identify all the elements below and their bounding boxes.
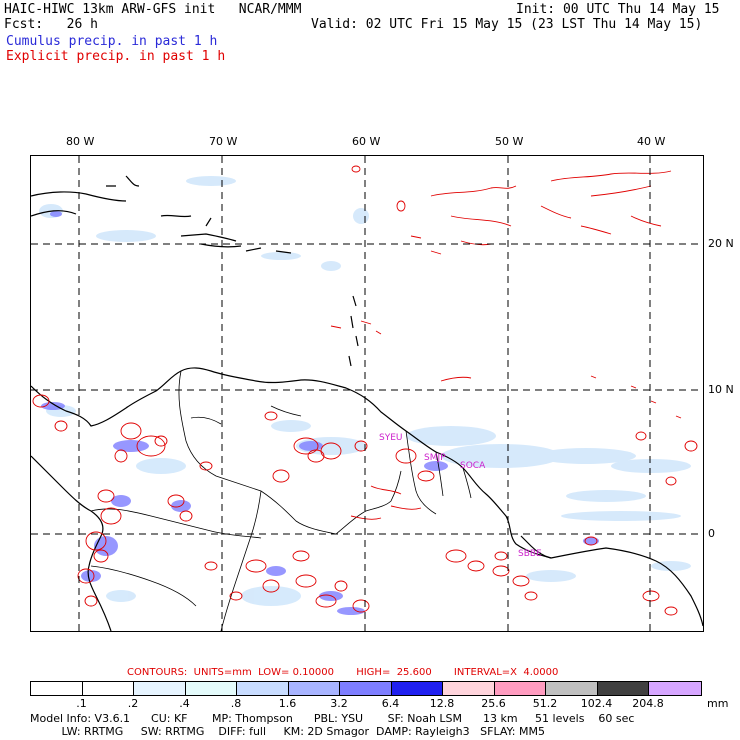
colorbar-swatch: [31, 682, 83, 695]
station-label-smjp: SMJP: [424, 453, 446, 463]
precip-map: SYEU SMJP SOCA SBBE: [30, 155, 704, 632]
lat-label-10n: 10 N: [708, 383, 734, 396]
colorbar-swatch: [597, 682, 649, 695]
explicit-legend-text: Explicit precip. in past 1 h: [6, 49, 226, 64]
colorbar-swatch: [237, 682, 289, 695]
colorbar-label: 102.4: [580, 697, 613, 710]
colorbar-swatch: [82, 682, 134, 695]
coastlines: [30, 175, 704, 632]
colorbar-swatch: [649, 682, 701, 695]
colorbar-swatch: [391, 682, 443, 695]
model-info-line1: Model Info: V3.6.1 CU: KF MP: Thompson P…: [30, 712, 635, 725]
colorbar-swatch: [340, 682, 392, 695]
colorbar-label: .1: [76, 697, 87, 710]
lon-label-50w: 50 W: [495, 135, 524, 148]
map-svg: [30, 156, 704, 632]
colorbar-swatch: [185, 682, 237, 695]
colorbar-label: 1.6: [278, 697, 297, 710]
graticule: [31, 156, 703, 631]
lon-label-40w: 40 W: [637, 135, 666, 148]
init-text: Init: 00 UTC Thu 14 May 15: [516, 2, 720, 17]
colorbar-label: 51.2: [532, 697, 558, 710]
station-label-syeu: SYEU: [379, 433, 403, 443]
colorbar-swatch: [288, 682, 340, 695]
lat-label-20n: 20 N: [708, 237, 734, 250]
valid-time-text: Valid: 02 UTC Fri 15 May 15 (23 LST Thu …: [311, 17, 703, 32]
model-info-line2: LW: RRTMG SW: RRTMG DIFF: full KM: 2D Sm…: [30, 725, 545, 738]
lon-label-80w: 80 W: [66, 135, 95, 148]
lon-label-60w: 60 W: [352, 135, 381, 148]
colorbar-label: 6.4: [381, 697, 400, 710]
lat-label-0: 0: [708, 527, 715, 540]
title-text: HAIC-HIWC 13km ARW-GFS init NCAR/MMM: [4, 2, 302, 17]
precip-colorbar: [30, 681, 702, 696]
contours-info-text: CONTOURS: UNITS=mm LOW= 0.10000 HIGH= 25…: [127, 667, 559, 678]
colorbar-label: .2: [127, 697, 139, 710]
colorbar-swatch: [494, 682, 546, 695]
colorbar-unit: mm: [707, 697, 729, 710]
colorbar-swatch: [443, 682, 495, 695]
lon-label-70w: 70 W: [209, 135, 238, 148]
colorbar-label: 3.2: [330, 697, 348, 710]
colorbar-label: 12.8: [429, 697, 455, 710]
colorbar-label: 25.6: [481, 697, 506, 710]
station-label-soca: SOCA: [460, 461, 486, 471]
explicit-precip-contours: [32, 165, 698, 616]
colorbar-label: .8: [230, 697, 242, 710]
colorbar-label: .4: [179, 697, 190, 710]
forecast-hour-text: Fcst: 26 h: [4, 17, 98, 32]
cumulus-legend-text: Cumulus precip. in past 1 h: [6, 34, 218, 49]
colorbar-swatch: [546, 682, 598, 695]
station-label-sbbe: SBBE: [518, 549, 542, 559]
colorbar-swatch: [134, 682, 186, 695]
cumulus-precip-heavy: [41, 211, 599, 615]
colorbar-label: 204.8: [632, 697, 664, 710]
